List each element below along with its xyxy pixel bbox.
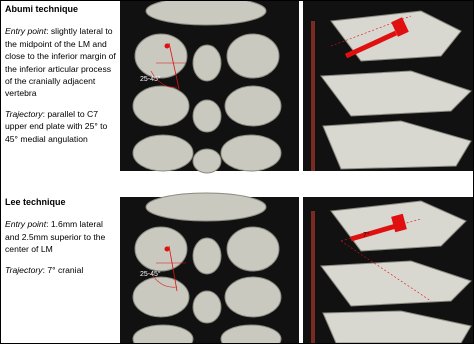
angle-label: 25-45° (140, 75, 161, 83)
label: Trajectory (5, 264, 43, 275)
section-title: Abumi technique (5, 4, 79, 14)
entry-point: Entry point: slightly lateral to the mid… (5, 25, 117, 99)
section-title: Lee technique (5, 197, 66, 207)
text: : 7° cranial (42, 264, 84, 275)
entry-point: Entry point: 1.6mm lateral and 2.5mm sup… (5, 218, 117, 255)
text: : slightly lateral to the midpoint of th… (5, 26, 116, 99)
label: Entry point (5, 26, 47, 37)
text: : parallel to C7 upper end plate with 25… (5, 108, 108, 144)
text: : 1.6mm lateral and 2.5mm superior to th… (5, 219, 106, 255)
label: Entry point (5, 219, 47, 230)
angle-label: 25-45° (140, 270, 161, 278)
label: Trajectory (5, 108, 43, 119)
trajectory: Trajectory: parallel to C7 upper end pla… (5, 108, 117, 145)
lee-text: Lee technique Entry point: 1.6mm lateral… (5, 196, 117, 276)
angle-label: 7° (363, 231, 370, 239)
abumi-text: Abumi technique Entry point: slightly la… (5, 3, 117, 145)
trajectory: Trajectory: 7° cranial (5, 264, 117, 276)
